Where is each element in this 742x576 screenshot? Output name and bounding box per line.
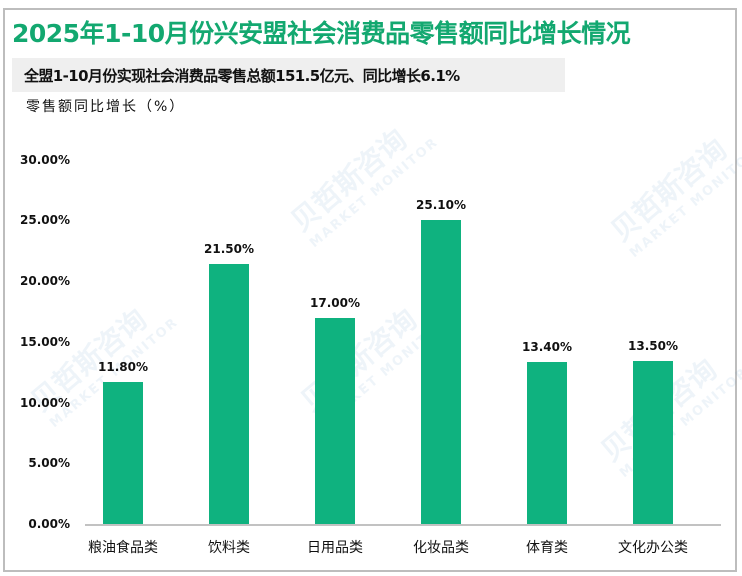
x-category-label: 体育类	[526, 540, 568, 556]
data-label: 17.00%	[310, 296, 360, 311]
chart-subtitle: 全盟1-10月份实现社会消费品零售总额151.5亿元、同比增长6.1%	[24, 67, 460, 85]
data-label: 13.50%	[628, 338, 678, 353]
x-category-label: 文化办公类	[618, 540, 688, 556]
y-axis-label: 零售额同比增长（%）	[26, 99, 186, 115]
x-category-label: 饮料类	[208, 540, 250, 556]
data-label: 25.10%	[416, 198, 466, 213]
x-category-label: 粮油食品类	[88, 540, 158, 556]
bar	[527, 362, 567, 525]
x-category-label: 化妆品类	[413, 540, 469, 556]
bar	[633, 360, 673, 525]
bar	[421, 220, 461, 525]
bar	[103, 381, 143, 525]
data-label: 21.50%	[204, 241, 254, 256]
x-category-label: 日用品类	[307, 540, 363, 556]
x-axis-line	[85, 524, 721, 526]
subtitle-band: 全盟1-10月份实现社会消费品零售总额151.5亿元、同比增长6.1%	[12, 58, 565, 92]
y-tick-label: 30.00%	[20, 152, 70, 167]
chart-title: 2025年1-10月份兴安盟社会消费品零售额同比增长情况	[12, 19, 631, 48]
y-tick-label: 25.00%	[20, 213, 70, 228]
bar	[209, 263, 249, 525]
bar	[315, 318, 355, 525]
data-label: 13.40%	[522, 340, 572, 355]
y-tick-label: 5.00%	[28, 456, 70, 471]
y-tick-label: 0.00%	[28, 517, 70, 531]
y-tick-label: 10.00%	[20, 395, 70, 410]
y-tick-label: 20.00%	[20, 274, 70, 288]
y-tick-label: 15.00%	[20, 334, 70, 349]
data-label: 11.80%	[98, 359, 148, 374]
